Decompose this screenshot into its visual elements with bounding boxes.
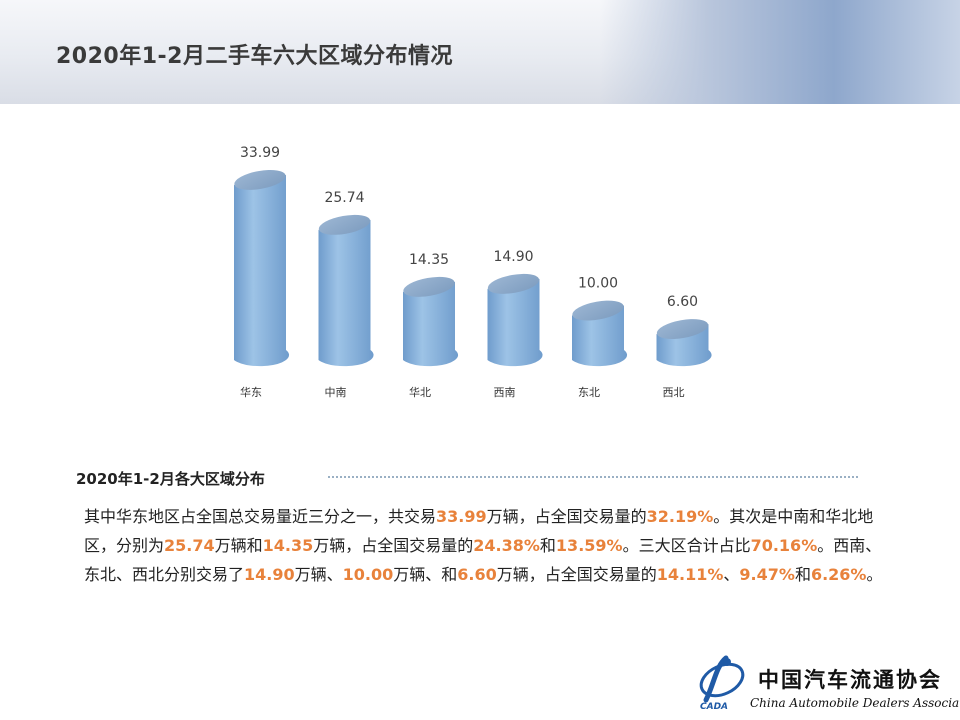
- paragraph-text: 万辆，占全国交易量的: [496, 565, 657, 584]
- highlight-value: 9.47%: [739, 565, 795, 584]
- paragraph-text: 其中华东地区占全国总交易量近三分之一，共交易: [84, 507, 437, 526]
- bar-body: [403, 281, 459, 367]
- bar-top: [403, 276, 455, 297]
- bar-top: [487, 273, 540, 294]
- paragraph-text: 。三大区合计占比: [622, 536, 751, 555]
- data-label: 10.00: [578, 276, 618, 292]
- category-label: 华东: [240, 385, 262, 399]
- paragraph-text: 万辆，占全国交易量的: [313, 536, 474, 555]
- paragraph-text: 万辆和: [214, 536, 263, 555]
- paragraph-text: 。: [866, 565, 883, 584]
- highlight-value: 14.90: [244, 565, 295, 584]
- paragraph-text: 万辆、: [294, 565, 343, 584]
- highlight-value: 33.99: [436, 507, 487, 526]
- paragraph-text: 。其次是中南和华北地区，分别为: [84, 507, 874, 555]
- bar-top: [656, 319, 709, 340]
- bar-中南: [318, 214, 374, 367]
- logo-english-name: China Automobile Dealers Association: [750, 696, 960, 710]
- highlight-value: 14.11%: [656, 565, 724, 584]
- highlight-value: 10.00: [342, 565, 394, 584]
- category-label: 东北: [578, 386, 600, 399]
- category-label: 华北: [409, 385, 431, 399]
- highlight-value: 6.60: [457, 565, 497, 584]
- header-decoration: [600, 0, 960, 104]
- bar-body: [487, 278, 543, 367]
- dotted-divider: [328, 476, 858, 478]
- page-title: 2020年1-2月二手车六大区域分布情况: [56, 44, 453, 69]
- paragraph-text: 和: [794, 565, 811, 584]
- paragraph-text: 、: [723, 565, 740, 584]
- highlight-value: 24.38%: [473, 536, 540, 555]
- bar-top: [234, 169, 286, 190]
- data-label: 25.74: [324, 190, 364, 206]
- bar-top: [318, 214, 371, 235]
- bar-西北: [656, 319, 712, 367]
- highlight-value: 13.59%: [555, 536, 623, 555]
- paragraph-text: 万辆，占全国交易量的: [486, 507, 647, 526]
- highlight-value: 70.16%: [750, 536, 818, 555]
- slide-header: 2020年1-2月二手车六大区域分布情况: [0, 0, 960, 104]
- data-label: 14.90: [493, 249, 533, 265]
- data-label: 14.35: [409, 252, 449, 268]
- bar-body: [234, 174, 290, 367]
- bar-华东: [234, 169, 290, 367]
- cada-logo-icon: [699, 655, 745, 703]
- summary-paragraph: 其中华东地区占全国总交易量近三分之一，共交易33.99万辆，占全国交易量的32.…: [84, 502, 884, 589]
- data-label: 33.99: [240, 145, 280, 161]
- region-bar-chart: 33.99 华东 25.74 中南 14.35 华北 14.90 西南 10.00 东北 6.60 西…: [0, 110, 960, 420]
- paragraph-text: 万辆、和: [393, 565, 458, 584]
- highlight-value: 25.74: [164, 536, 215, 555]
- data-label: 6.60: [667, 294, 698, 310]
- category-label: 中南: [325, 386, 347, 399]
- highlight-value: 32.19%: [646, 507, 714, 526]
- section-title: 2020年1-2月各大区域分布: [76, 470, 265, 488]
- chart-canvas: 33.99 华东 25.74 中南 14.35 华北 14.90 西南 10.00 东北 6.60 西…: [234, 145, 712, 399]
- bar-东北: [572, 300, 628, 367]
- logo-chinese-name: 中国汽车流通协会: [758, 667, 942, 692]
- bar-top: [572, 300, 624, 321]
- bar-华北: [403, 276, 459, 367]
- bar-body: [572, 305, 628, 367]
- highlight-value: 6.26%: [810, 565, 867, 584]
- paragraph-text: 和: [539, 536, 556, 555]
- highlight-value: 14.35: [262, 536, 314, 555]
- category-label: 西南: [494, 386, 516, 399]
- bar-body: [318, 219, 374, 367]
- logo-abbreviation: CADA: [700, 702, 729, 712]
- paragraph-text: 。西南、东北、西北分别交易了: [84, 536, 882, 584]
- category-label: 西北: [663, 386, 685, 399]
- cada-logo: CADA 中国汽车流通协会 China Automobile Dealers A…: [692, 652, 960, 720]
- bar-西南: [487, 273, 543, 367]
